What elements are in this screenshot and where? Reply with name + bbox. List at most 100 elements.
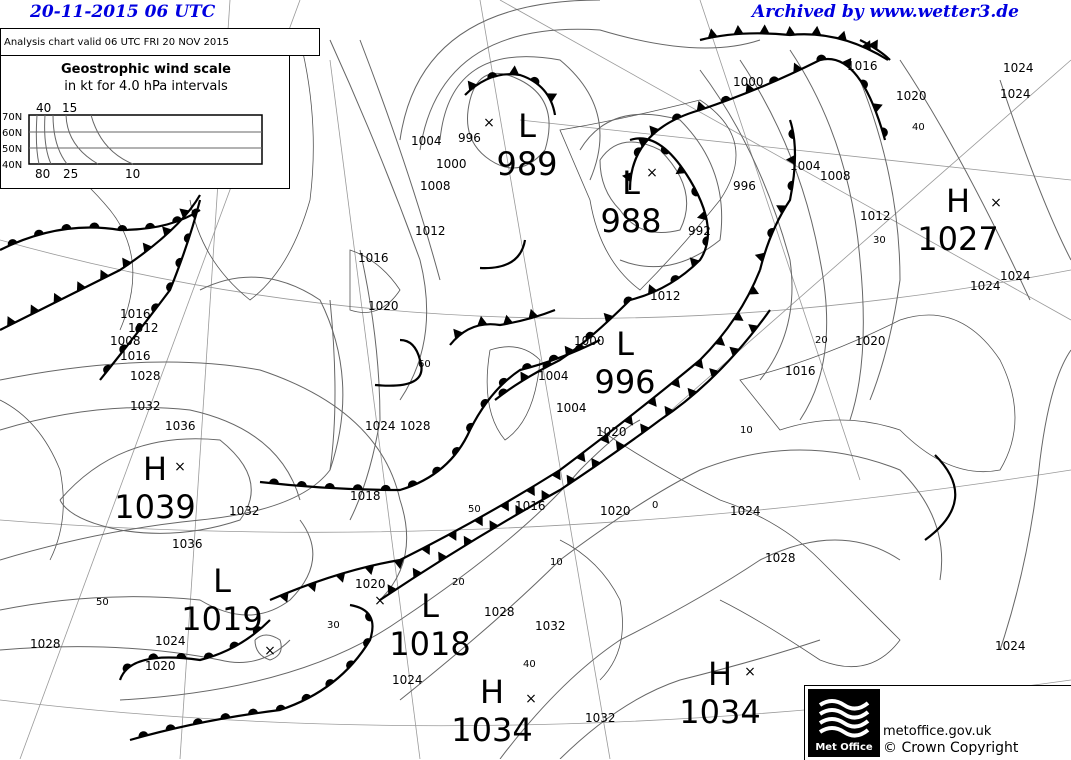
cold-front-triangle <box>503 314 513 325</box>
warm-front-semicircle <box>122 663 132 672</box>
isobar-label: 1020 <box>145 659 176 673</box>
warm-front-semicircle <box>480 398 489 409</box>
warm-front-semicircle <box>585 331 595 341</box>
isobar-label: 1020 <box>855 334 886 348</box>
warm-front-semicircle <box>767 228 775 238</box>
lat-label: 40 <box>523 659 536 670</box>
wind-scale-graph: 70N 60N 50N 40N 40 15 80 25 10 <box>2 101 263 181</box>
warm-front-semicircle <box>648 284 658 295</box>
warm-front-semicircle <box>702 236 709 247</box>
warm-front-semicircle <box>633 147 642 157</box>
isobar <box>0 276 344 561</box>
warm-front-semicircle <box>365 612 373 622</box>
isobar <box>467 72 550 169</box>
warm-front-semicircle <box>380 484 391 490</box>
warm-front-semicircle <box>574 344 585 352</box>
cold-front-triangle <box>463 535 473 547</box>
cold-front-triangle <box>575 451 586 463</box>
warm-front-semicircle <box>696 100 707 112</box>
isobar-label: 1000 <box>733 75 764 89</box>
cold-front-triangle <box>421 544 430 555</box>
warm-front-semicircle <box>301 693 312 702</box>
cold-front-triangle <box>837 30 847 41</box>
pressure-value: 1034 <box>679 693 760 731</box>
scale-lat-70: 70N <box>2 112 22 123</box>
coastline <box>739 314 1016 473</box>
warm-front-semicircle <box>172 216 182 223</box>
isobar <box>329 39 428 401</box>
cold-front-triangle <box>489 520 499 531</box>
warm-front-semicircle <box>119 344 128 354</box>
pressure-value: 1039 <box>114 488 195 526</box>
cold-front-triangle <box>30 304 40 315</box>
isobar-label: 1024 <box>365 419 396 433</box>
occ-front <box>464 73 557 116</box>
cold-front-triangle <box>693 358 704 369</box>
warm-front-semicircle <box>498 388 508 397</box>
warm-front-semicircle <box>61 224 72 230</box>
warm-front-semicircle <box>841 57 852 69</box>
isobar-label: 1024 <box>1000 269 1031 283</box>
isobar <box>0 519 314 616</box>
cold-front-triangle <box>525 485 535 496</box>
cold-front-triangle <box>707 28 718 39</box>
isobar-label: 1024 <box>1000 87 1031 101</box>
pressure-value: 1019 <box>181 600 262 638</box>
grid-line <box>659 59 1071 421</box>
isobar-label: 1012 <box>860 209 891 223</box>
cold-front-triangle <box>566 474 576 486</box>
warm-front-semicircle <box>689 257 700 268</box>
cold-front-triangle <box>447 530 457 541</box>
cold-front-triangle <box>647 396 657 407</box>
pressure-value: 1034 <box>451 711 532 749</box>
warm-front-semicircle <box>452 447 461 457</box>
wind-scale-title: Geostrophic wind scale <box>60 62 231 77</box>
trough <box>479 239 527 270</box>
warm-front-semicircle <box>89 222 100 228</box>
isobar <box>329 299 336 471</box>
isobar <box>399 0 601 141</box>
cold-front-triangle <box>100 269 110 280</box>
isobar-label: 1028 <box>30 637 61 651</box>
high-pressure-letter: H <box>946 182 970 220</box>
warm-front-semicircle <box>138 731 149 738</box>
centre-cross-icon: × <box>264 643 276 659</box>
valid-time-label: Analysis chart valid 06 UTC FRI 20 NOV 2… <box>0 28 320 56</box>
cold-front-triangle <box>142 242 153 253</box>
isobar <box>359 39 441 281</box>
isobar <box>699 69 793 381</box>
warm-front-semicircle <box>785 154 796 165</box>
isobar-label: 1024 <box>392 673 423 687</box>
centre-cross-icon: × <box>744 664 756 680</box>
warm-front-semicircle <box>165 724 176 731</box>
isobar <box>599 141 688 233</box>
cold-front-triangle <box>122 257 132 268</box>
warm-front-semicircle <box>546 93 558 103</box>
met-office-logo: Met Office <box>808 689 880 757</box>
cold-front-triangle <box>477 315 488 326</box>
site-link[interactable]: metoffice.gov.uk <box>883 724 992 739</box>
isobar <box>859 79 901 401</box>
cold-front-triangle <box>729 346 740 357</box>
warm-front-semicircle <box>637 137 648 148</box>
scale-top-15: 15 <box>62 101 77 115</box>
cold-front-triangle <box>623 415 634 426</box>
cold-front-triangle <box>733 311 744 321</box>
coastline <box>0 399 64 561</box>
isobar <box>999 349 1071 651</box>
warm-front-semicircle <box>148 653 159 660</box>
centre-cross-icon: × <box>646 165 658 181</box>
warm-front-semicircle <box>745 83 755 94</box>
warm-front-semicircle <box>623 296 633 306</box>
cold-front <box>859 39 891 61</box>
isobar <box>254 634 282 661</box>
grid-line <box>499 0 1071 321</box>
warm-front <box>118 619 271 681</box>
warm-front-semicircle <box>117 225 128 231</box>
warm-front-semicircle <box>166 282 173 292</box>
warm-front-semicircle <box>769 76 779 84</box>
grid-line <box>0 239 1071 319</box>
centre-cross-icon: × <box>525 691 537 707</box>
warm-front-semicircle <box>564 345 575 356</box>
